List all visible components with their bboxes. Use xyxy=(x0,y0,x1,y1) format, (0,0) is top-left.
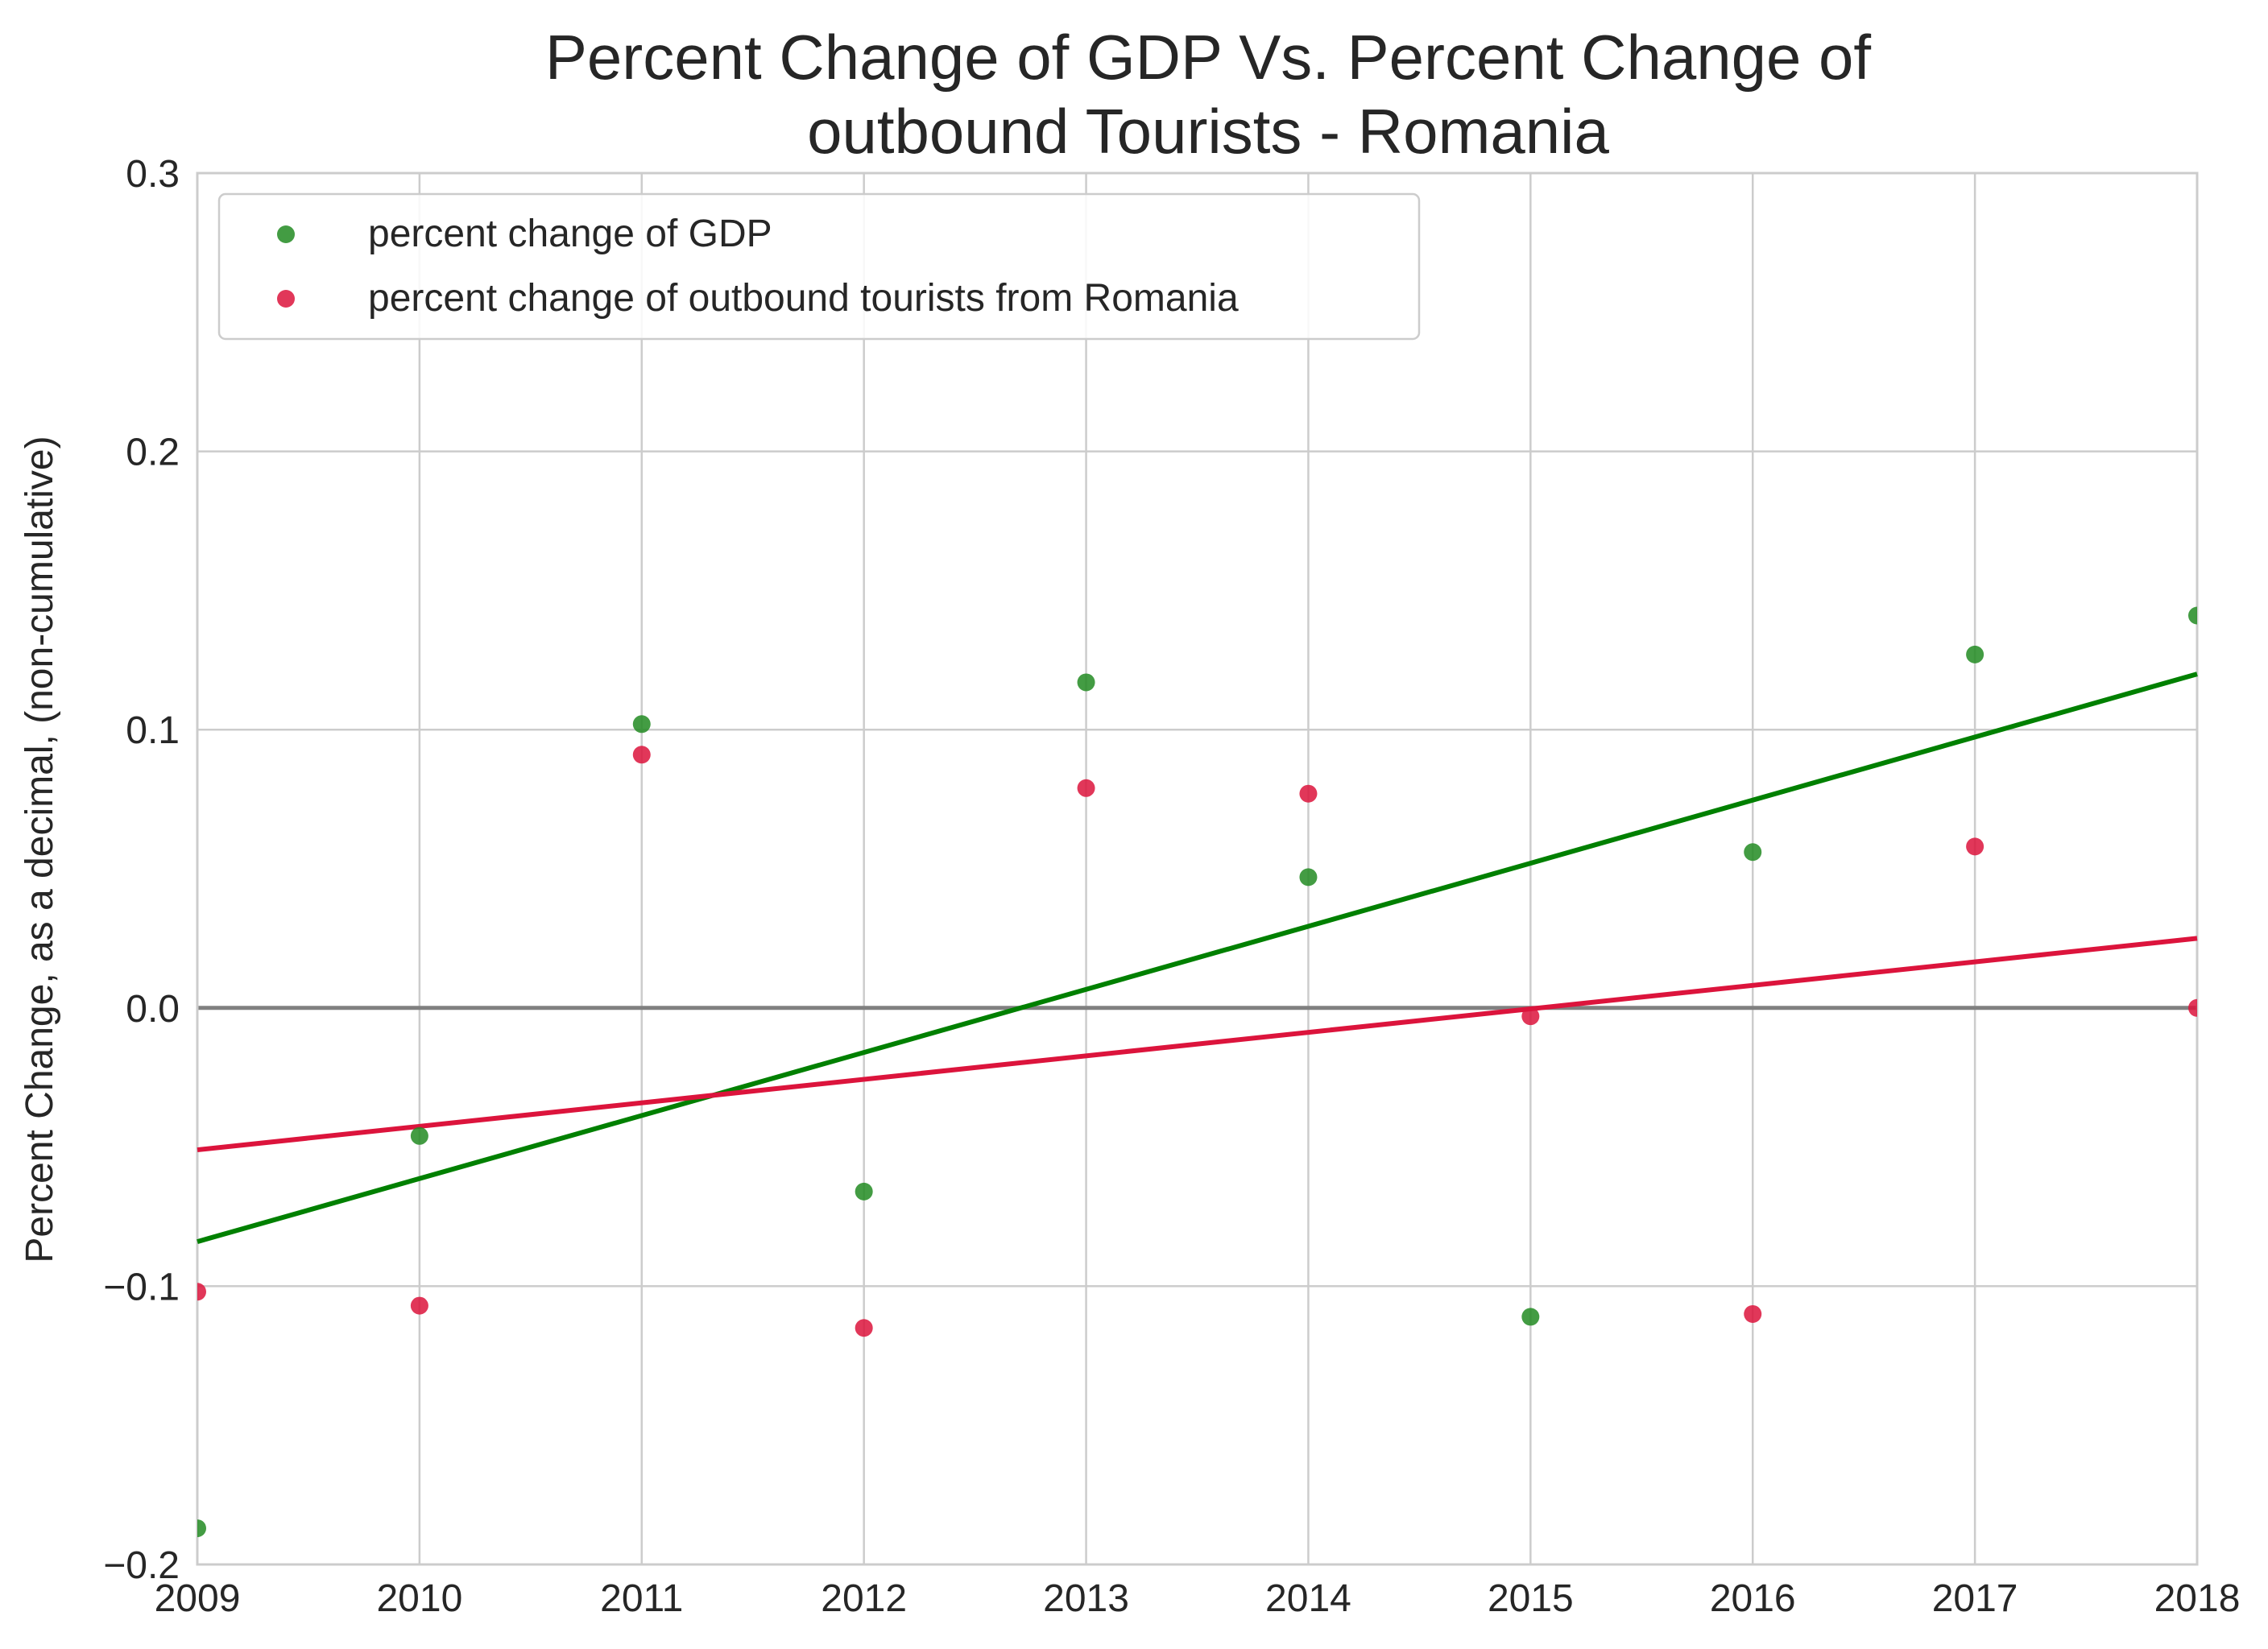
y-tick-label: 0.1 xyxy=(126,709,180,752)
data-point-series-0 xyxy=(855,1182,873,1201)
data-point-series-0 xyxy=(632,715,651,734)
x-tick-label: 2010 xyxy=(376,1577,462,1620)
x-tick-label: 2012 xyxy=(821,1577,907,1620)
y-axis-label: Percent Change, as a decimal, (non-cumul… xyxy=(19,436,61,1263)
y-tick-label: −0.2 xyxy=(103,1544,180,1587)
legend-marker-gdp xyxy=(277,225,295,243)
x-tick-label: 2014 xyxy=(1265,1577,1351,1620)
data-point-series-1 xyxy=(632,746,651,764)
x-tick-label: 2018 xyxy=(2154,1577,2241,1620)
trend-line-series-0 xyxy=(197,672,2198,1244)
legend-box xyxy=(217,192,1421,341)
chart-title-line-2: outbound Tourists - Romania xyxy=(807,96,1609,167)
y-tick-label: 0.3 xyxy=(126,153,180,196)
x-tick-label: 2016 xyxy=(1710,1577,1796,1620)
legend-marker-outbound-tourists xyxy=(277,290,295,308)
legend: percent change of GDP percent change of … xyxy=(217,192,1421,341)
x-axis-tick-labels: 2009 2010 2011 2012 2013 2014 2015 2016 2017 2018 xyxy=(155,1577,2241,1620)
x-tick-label: 2013 xyxy=(1043,1577,1129,1620)
plot-area xyxy=(196,172,2199,1566)
data-point-series-0 xyxy=(1966,645,1984,663)
x-tick-label: 2017 xyxy=(1932,1577,2018,1620)
data-point-series-1 xyxy=(1966,837,1984,856)
data-point-series-1 xyxy=(410,1296,428,1315)
data-point-series-1 xyxy=(1077,779,1095,797)
data-point-series-0 xyxy=(410,1126,428,1145)
data-points xyxy=(197,606,2197,1538)
data-point-series-0 xyxy=(1077,673,1095,692)
data-point-series-1 xyxy=(197,1283,206,1301)
data-point-series-1 xyxy=(1744,1304,1762,1323)
y-tick-label: −0.1 xyxy=(103,1266,180,1308)
data-point-series-1 xyxy=(1299,784,1318,803)
data-point-series-1 xyxy=(1521,1007,1540,1026)
data-point-series-0 xyxy=(2188,606,2197,625)
data-point-series-0 xyxy=(197,1519,206,1538)
y-axis-tick-labels: −0.2 −0.1 0.0 0.1 0.2 0.3 xyxy=(103,153,180,1587)
plot-frame xyxy=(196,172,2199,1566)
chart-title: Percent Change of GDP Vs. Percent Change… xyxy=(545,22,1872,167)
trend-line-series-1 xyxy=(197,936,2198,1153)
x-tick-label: 2015 xyxy=(1488,1577,1574,1620)
data-point-series-0 xyxy=(1521,1308,1540,1326)
trend-lines xyxy=(197,672,2198,1244)
data-point-series-0 xyxy=(1744,843,1762,862)
x-tick-label: 2009 xyxy=(155,1577,241,1620)
chart-title-line-1: Percent Change of GDP Vs. Percent Change… xyxy=(545,22,1872,93)
legend-label-outbound-tourists: percent change of outbound tourists from… xyxy=(368,277,1239,320)
plot-background xyxy=(197,173,2197,1564)
data-point-series-0 xyxy=(1299,868,1318,886)
y-tick-label: 0.0 xyxy=(126,988,180,1031)
legend-label-gdp: percent change of GDP xyxy=(368,213,772,255)
y-tick-label: 0.2 xyxy=(126,432,180,474)
x-tick-label: 2011 xyxy=(600,1577,683,1620)
data-point-series-1 xyxy=(2188,998,2197,1017)
data-point-series-1 xyxy=(855,1319,873,1337)
